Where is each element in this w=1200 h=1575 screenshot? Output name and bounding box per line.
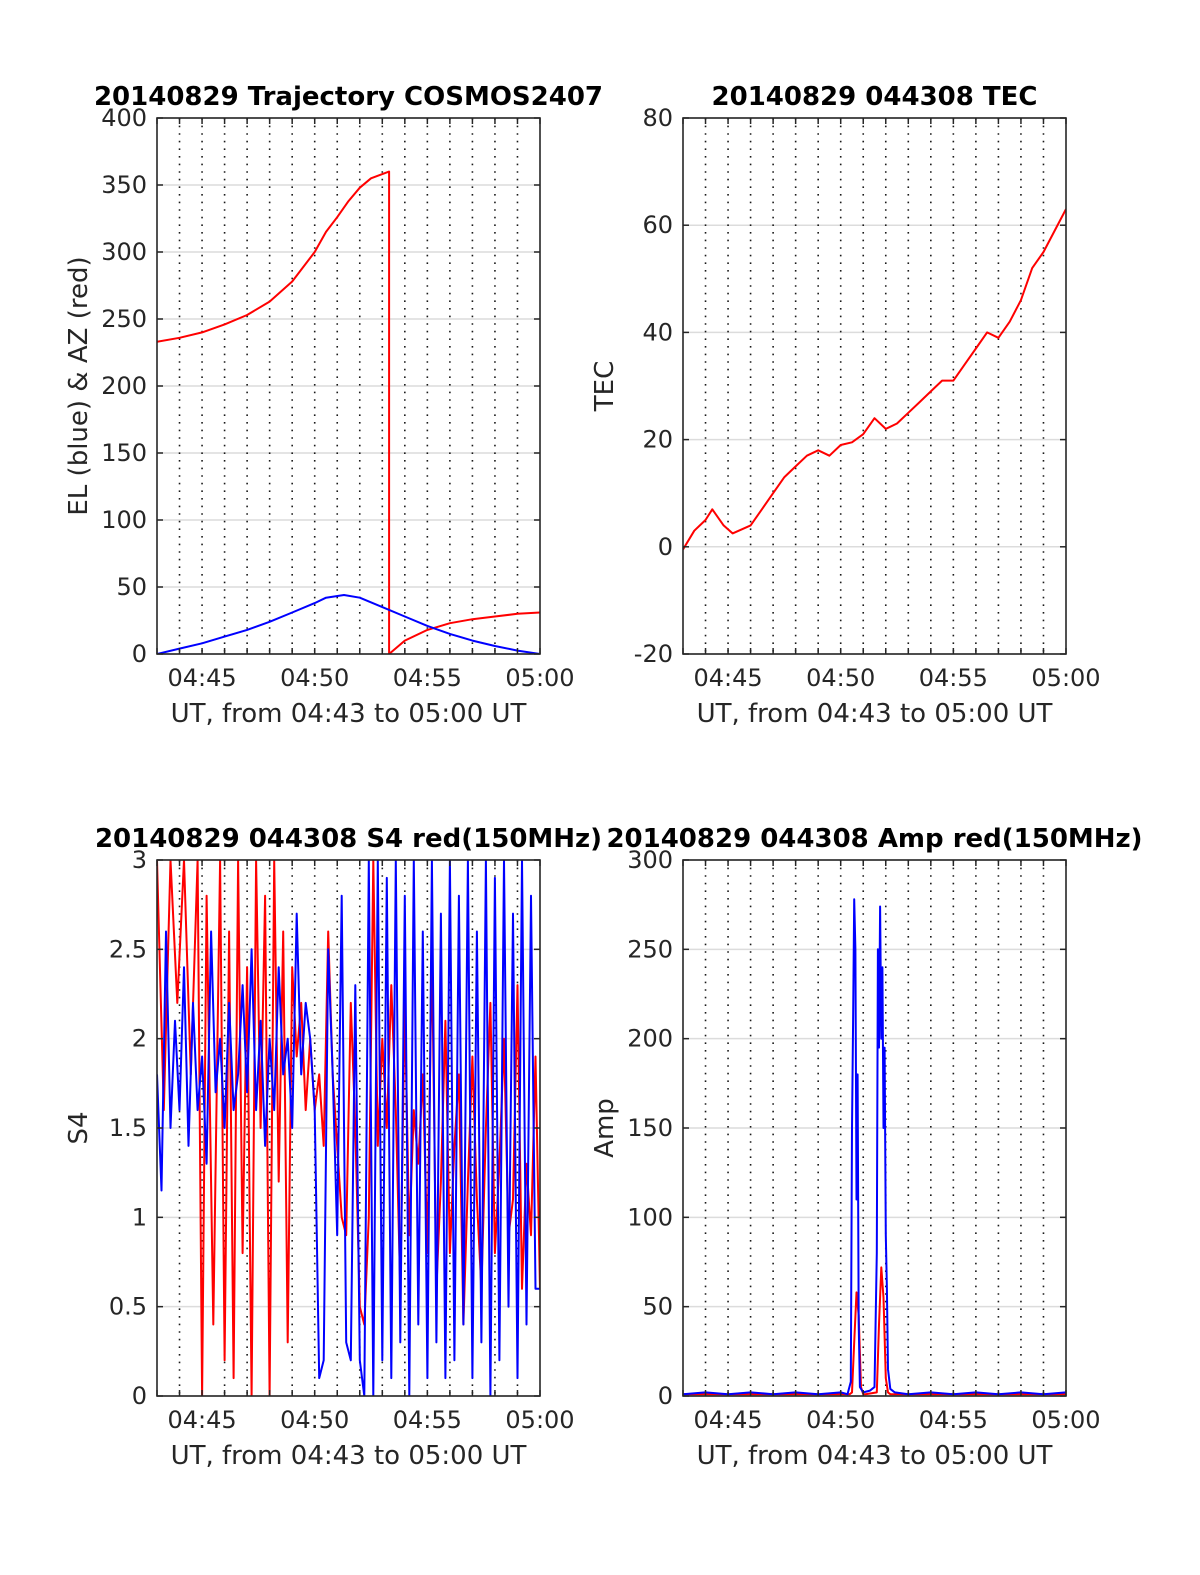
y-axis-label: S4 (64, 1111, 94, 1144)
y-tick-label: 2 (132, 1025, 147, 1053)
y-tick-label: 50 (642, 1293, 673, 1321)
chart-title: 20140829 044308 TEC (712, 82, 1038, 112)
chart-panel-3: 0 50 100 150 200 250 300 04:45 04:50 04:55 05:00 20… (590, 824, 1143, 1471)
x-tick-label: 04:45 (693, 1406, 762, 1434)
axes-box (682, 117, 1067, 655)
y-tick-label: 0 (658, 533, 673, 561)
chart-panel-2: 0 0.5 1 1.5 2 2.5 3 04:45 04:50 04:55 05:00 2014082… (64, 824, 602, 1471)
x-tick-label: 04:45 (167, 664, 236, 692)
y-tick-label: 1 (132, 1203, 147, 1231)
y-tick-label: 200 (101, 372, 147, 400)
y-tick-label: 100 (627, 1203, 673, 1231)
y-tick-label: 0 (132, 640, 147, 668)
y-tick-label: 80 (642, 104, 673, 132)
series-line-0 (683, 208, 1066, 551)
y-tick-label: 1.5 (109, 1114, 147, 1142)
x-axis-label: UT, from 04:43 to 05:00 UT (171, 699, 527, 729)
y-axis-label: TEC (590, 361, 620, 412)
y-tick-label: 20 (642, 426, 673, 454)
x-tick-label: 04:50 (806, 664, 875, 692)
series-line-0 (157, 170, 540, 654)
y-tick-label: 60 (642, 211, 673, 239)
y-tick-label: 0.5 (109, 1293, 147, 1321)
chart-title: 20140829 Trajectory COSMOS2407 (94, 82, 603, 112)
x-tick-label: 04:55 (919, 1406, 988, 1434)
y-tick-label: 350 (101, 171, 147, 199)
y-axis-label: EL (blue) & AZ (red) (64, 256, 94, 515)
x-tick-label: 05:00 (505, 664, 574, 692)
y-tick-label: 0 (658, 1382, 673, 1410)
x-axis-label: UT, from 04:43 to 05:00 UT (697, 1441, 1053, 1471)
y-tick-label: 250 (627, 935, 673, 963)
x-tick-label: 05:00 (1031, 1406, 1100, 1434)
x-tick-label: 04:45 (167, 1406, 236, 1434)
y-tick-label: 300 (101, 238, 147, 266)
x-tick-label: 04:45 (693, 664, 762, 692)
chart-panel-1: -20 0 20 40 60 80 04:45 04:50 04:55 05:00 20140829… (590, 82, 1101, 729)
x-tick-label: 05:00 (505, 1406, 574, 1434)
x-tick-label: 04:50 (806, 1406, 875, 1434)
y-tick-label: 250 (101, 305, 147, 333)
y-tick-label: 300 (627, 846, 673, 874)
x-tick-label: 04:55 (393, 664, 462, 692)
y-tick-label: 400 (101, 104, 147, 132)
y-tick-label: 150 (627, 1114, 673, 1142)
y-tick-label: 2.5 (109, 935, 147, 963)
x-tick-label: 04:55 (919, 664, 988, 692)
series-line-0 (683, 1266, 1066, 1396)
y-tick-label: 3 (132, 846, 147, 874)
series-line-1 (157, 860, 540, 1396)
x-axis-label: UT, from 04:43 to 05:00 UT (697, 699, 1053, 729)
chart-title: 20140829 044308 S4 red(150MHz) (95, 824, 602, 854)
x-axis-label: UT, from 04:43 to 05:00 UT (171, 1441, 527, 1471)
x-tick-label: 04:50 (280, 664, 349, 692)
series-line-1 (683, 898, 1066, 1396)
chart-title: 20140829 044308 Amp red(150MHz) (606, 824, 1142, 854)
y-tick-label: 0 (132, 1382, 147, 1410)
x-tick-label: 04:55 (393, 1406, 462, 1434)
x-tick-label: 04:50 (280, 1406, 349, 1434)
y-tick-label: -20 (634, 640, 673, 668)
series-line-1 (157, 594, 540, 654)
y-tick-label: 50 (116, 573, 147, 601)
y-axis-label: Amp (590, 1098, 620, 1158)
y-tick-label: 40 (642, 318, 673, 346)
y-tick-label: 150 (101, 439, 147, 467)
x-tick-label: 05:00 (1031, 664, 1100, 692)
chart-panel-0: 0 50 100 150 200 250 300 350 400 04:45 04:50 04:55 0… (64, 82, 603, 729)
y-tick-label: 200 (627, 1025, 673, 1053)
y-tick-label: 100 (101, 506, 147, 534)
